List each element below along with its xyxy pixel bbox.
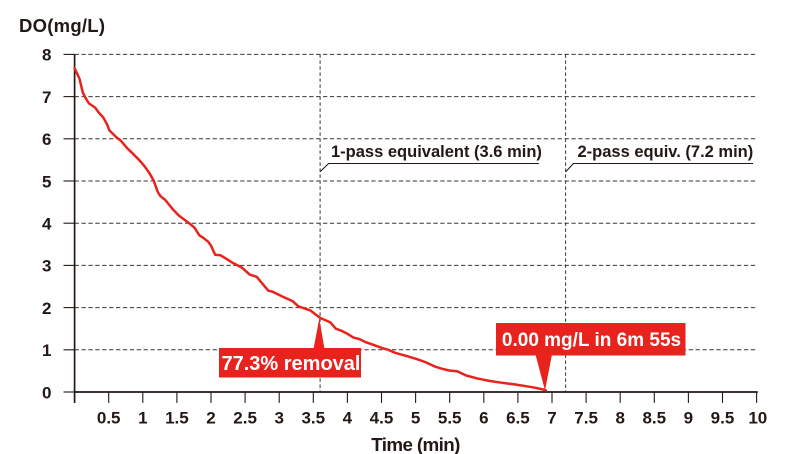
svg-text:5: 5: [411, 409, 420, 428]
svg-text:DO(mg/L): DO(mg/L): [19, 15, 105, 36]
svg-text:7: 7: [42, 88, 51, 107]
svg-text:1: 1: [42, 341, 51, 360]
svg-text:Time (min): Time (min): [371, 434, 460, 454]
svg-text:77.3% removal: 77.3% removal: [222, 353, 361, 375]
svg-text:9.5: 9.5: [711, 409, 735, 428]
svg-text:4: 4: [42, 215, 52, 234]
svg-text:2: 2: [42, 299, 51, 318]
svg-text:6.5: 6.5: [506, 409, 530, 428]
svg-text:5.5: 5.5: [438, 409, 462, 428]
svg-text:6: 6: [42, 130, 51, 149]
svg-text:9: 9: [684, 409, 693, 428]
svg-text:4.5: 4.5: [370, 409, 394, 428]
svg-text:7.5: 7.5: [574, 409, 598, 428]
svg-text:5: 5: [42, 172, 51, 191]
svg-text:10: 10: [748, 409, 767, 428]
svg-text:0.5: 0.5: [97, 409, 121, 428]
svg-text:0: 0: [42, 383, 51, 402]
svg-text:1: 1: [138, 409, 147, 428]
svg-text:8: 8: [42, 46, 51, 65]
svg-text:8: 8: [615, 409, 624, 428]
svg-text:1-pass equivalent (3.6 min): 1-pass equivalent (3.6 min): [331, 143, 542, 161]
svg-text:6: 6: [479, 409, 488, 428]
svg-text:4: 4: [343, 409, 353, 428]
svg-text:0.00 mg/L in 6m 55s: 0.00 mg/L in 6m 55s: [502, 330, 681, 351]
svg-text:2.5: 2.5: [233, 409, 257, 428]
svg-text:3.5: 3.5: [301, 409, 325, 428]
svg-text:7: 7: [547, 409, 556, 428]
svg-text:2: 2: [206, 409, 215, 428]
svg-text:3: 3: [42, 257, 51, 276]
svg-text:1.5: 1.5: [165, 409, 189, 428]
svg-text:8.5: 8.5: [642, 409, 666, 428]
svg-text:2-pass equiv. (7.2 min): 2-pass equiv. (7.2 min): [578, 143, 754, 161]
svg-text:3: 3: [274, 409, 283, 428]
